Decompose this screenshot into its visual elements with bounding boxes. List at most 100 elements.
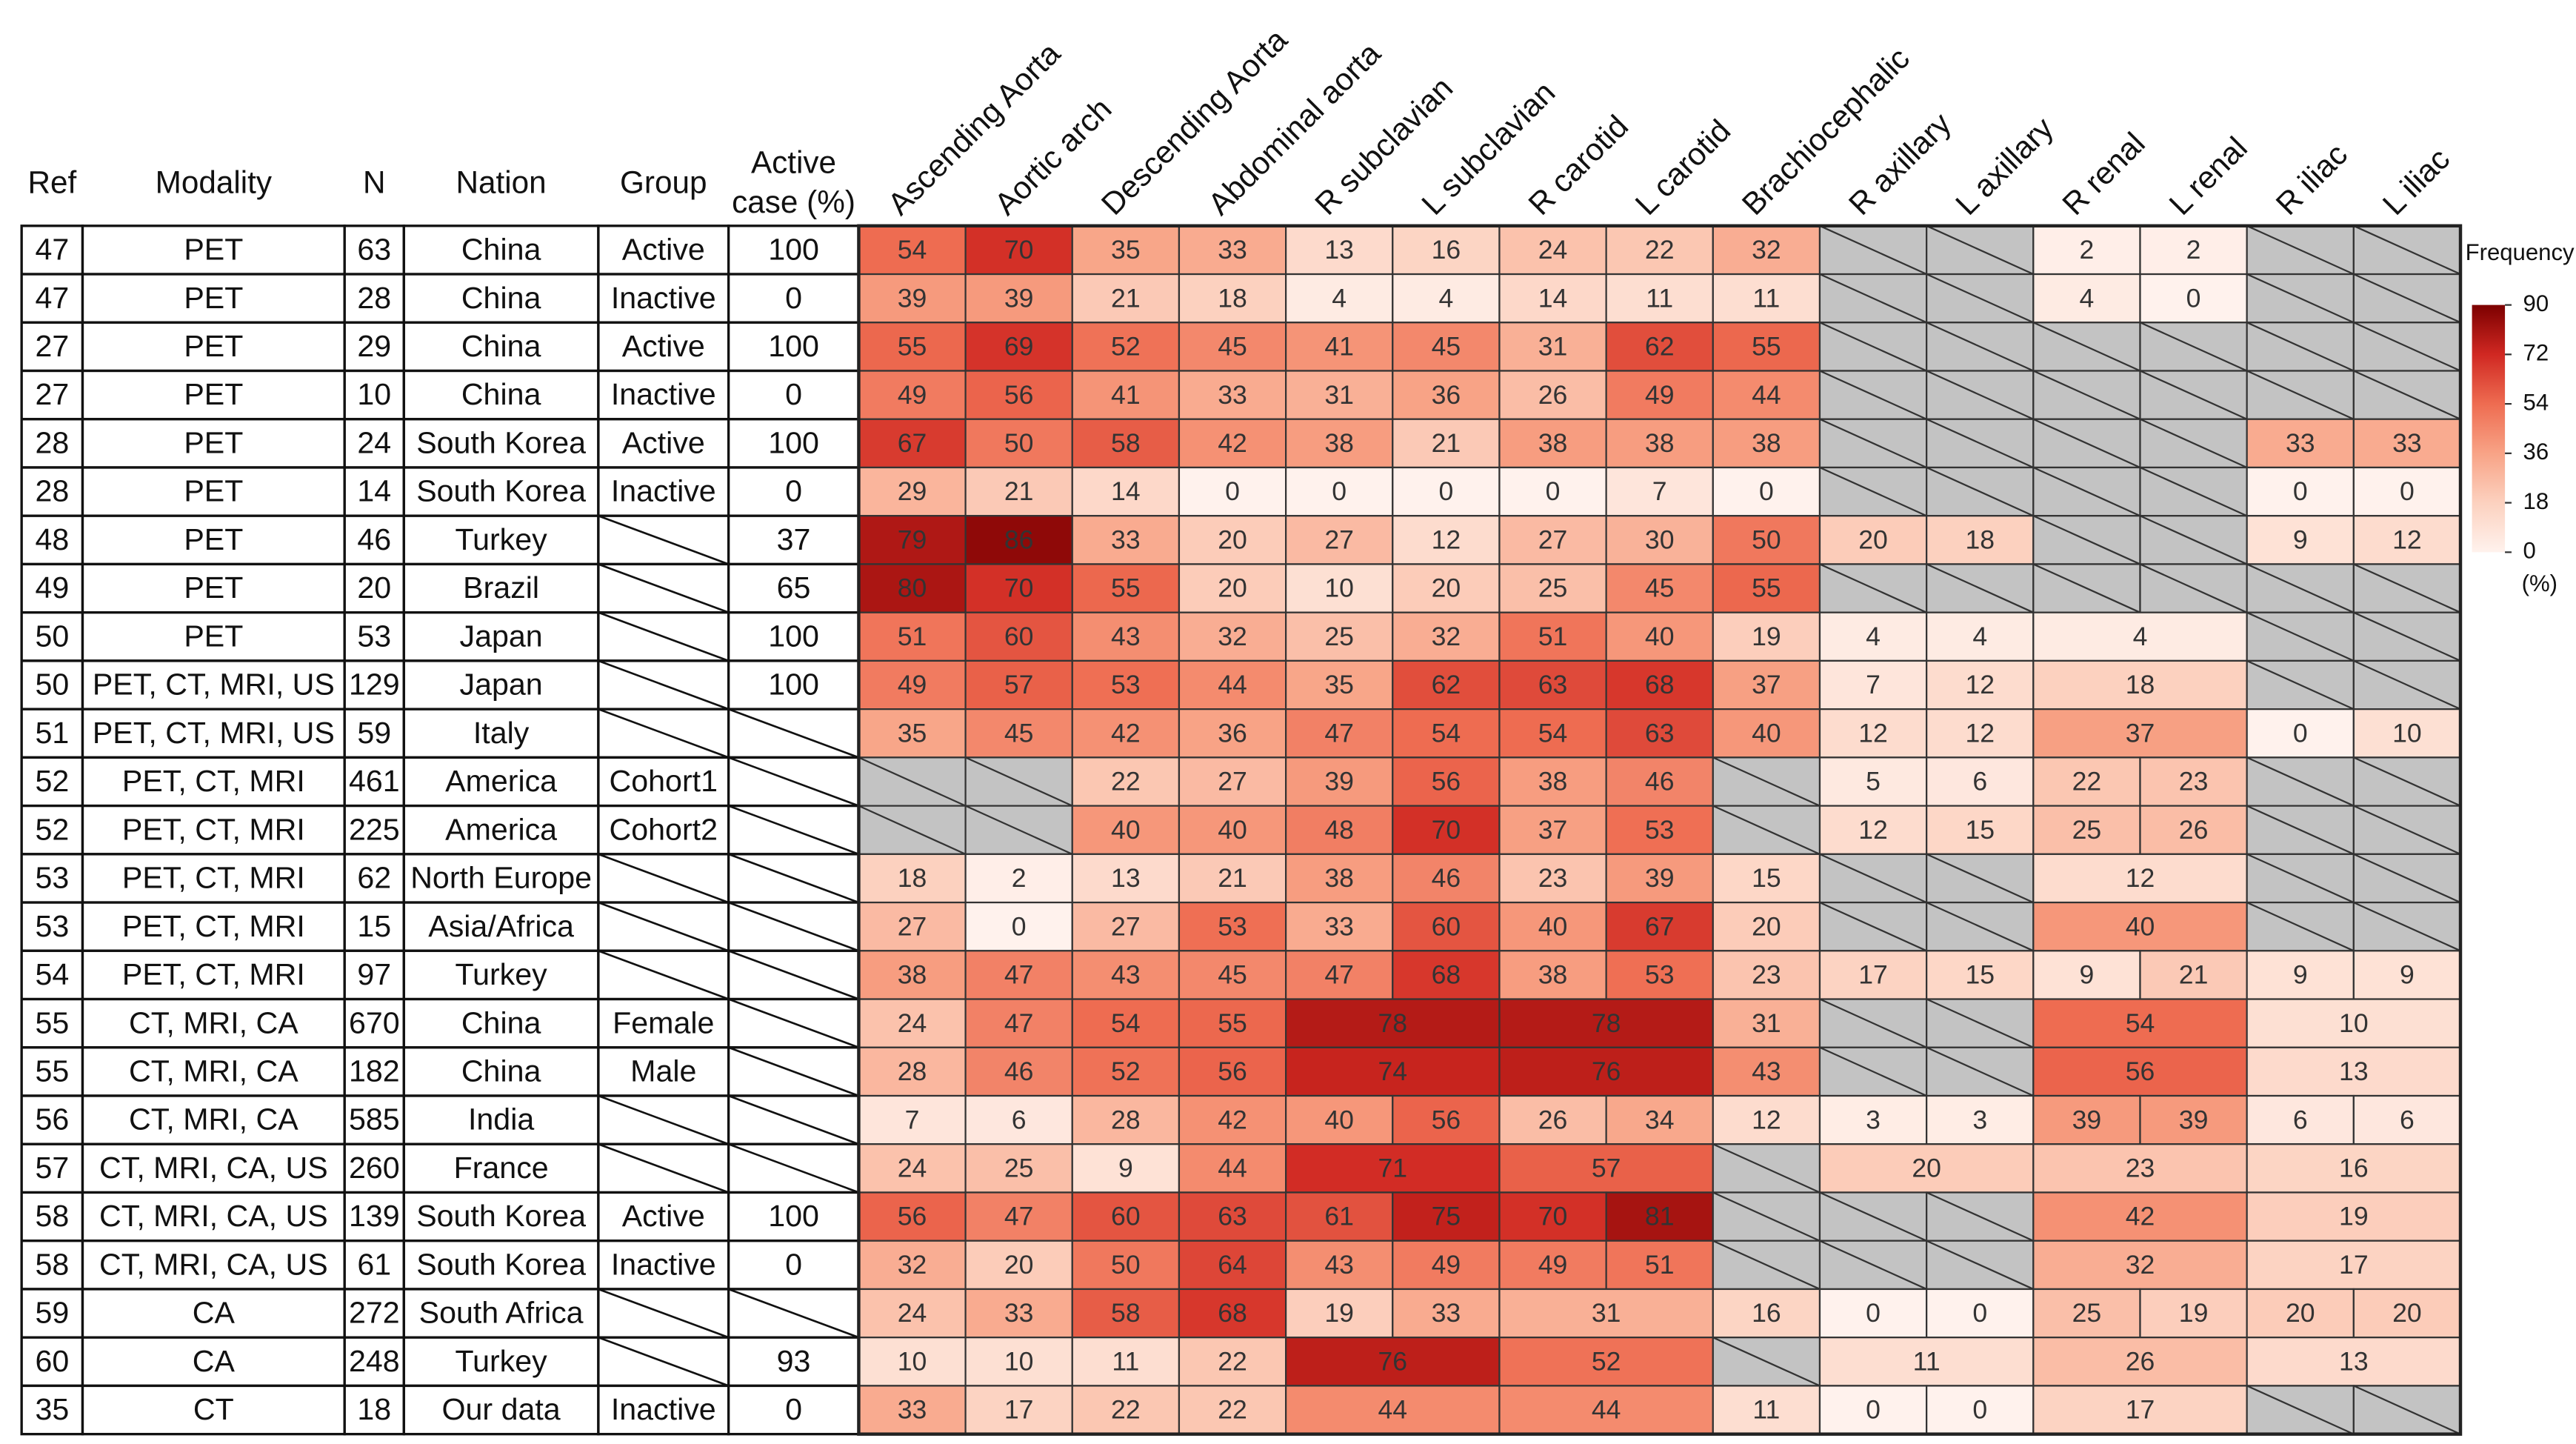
- heat-cell: [964, 659, 1073, 711]
- heat-value: 39: [2072, 1105, 2102, 1134]
- missing-cell-slash: [2032, 563, 2140, 613]
- heat-value: 75: [1432, 1202, 1461, 1231]
- heat-value: 46: [1645, 767, 1675, 796]
- heat-value: 67: [1645, 911, 1675, 941]
- heat-cell: [1284, 853, 1394, 904]
- heat-value: 22: [1111, 767, 1141, 796]
- heat-cell: [2032, 273, 2141, 324]
- cell-text: China: [461, 377, 541, 411]
- cell: [402, 1046, 600, 1097]
- empty-cell-slash: [728, 950, 859, 1000]
- heat-value: 52: [1592, 1346, 1621, 1376]
- heat-cell: [2032, 1385, 2248, 1435]
- heat-cell: [2246, 1240, 2462, 1291]
- cell-text: 97: [357, 957, 391, 991]
- heat-value: 49: [1538, 1250, 1568, 1280]
- heat-value: 12: [2392, 525, 2422, 554]
- heat-value: 33: [1432, 1298, 1461, 1328]
- heat-value: 38: [898, 960, 927, 990]
- heat-value: 27: [1324, 525, 1354, 554]
- heat-value: 32: [898, 1250, 927, 1280]
- heat-cell: [964, 1094, 1073, 1145]
- heat-value: 5: [1866, 767, 1881, 796]
- heat-cell: [964, 563, 1073, 613]
- heat-value: 10: [1004, 1346, 1034, 1376]
- column-header: Active: [751, 145, 836, 180]
- heat-cell: [1178, 1094, 1287, 1145]
- cell: [20, 756, 84, 808]
- heat-value: 51: [898, 622, 927, 651]
- heat-value: 38: [1645, 428, 1675, 458]
- heat-value: 20: [2392, 1298, 2422, 1328]
- heat-cell: [1818, 611, 1928, 662]
- heat-value: 50: [1111, 1250, 1141, 1280]
- heat-cell: [2246, 998, 2462, 1048]
- cell-text: 55: [35, 1005, 69, 1039]
- heat-cell: [1392, 466, 1501, 517]
- cell-text: 139: [349, 1199, 400, 1233]
- heat-cell: [964, 853, 1073, 904]
- heat-value: 43: [1111, 622, 1141, 651]
- cell-text: 225: [349, 812, 400, 846]
- cell-text: 52: [35, 812, 69, 846]
- heat-value: 58: [1111, 428, 1141, 458]
- heat-cell: [2352, 1094, 2462, 1145]
- cell: [597, 418, 730, 469]
- heat-cell: [1392, 1094, 1501, 1145]
- heat-cell: [1605, 466, 1714, 517]
- cell-text: 56: [35, 1102, 69, 1137]
- heat-cell: [858, 1046, 967, 1097]
- heat-value: 31: [1752, 1008, 1781, 1038]
- heat-value: 25: [2072, 815, 2102, 845]
- heat-value: 38: [1324, 863, 1354, 893]
- heat-cell: [1178, 418, 1287, 469]
- cell-text: Cohort2: [610, 812, 718, 846]
- missing-cell-slash: [2140, 515, 2248, 565]
- cell: [81, 1384, 346, 1436]
- heat-cell: [1712, 1385, 1821, 1435]
- heat-cell: [1178, 853, 1287, 904]
- heat-value: 52: [1111, 332, 1141, 362]
- heat-cell: [1284, 1094, 1394, 1145]
- heat-cell: [2032, 1337, 2248, 1387]
- cell-text: Brazil: [463, 570, 539, 605]
- empty-cell-slash: [598, 1094, 730, 1145]
- heat-cell: [964, 1191, 1073, 1242]
- heat-value: 68: [1432, 960, 1461, 990]
- heat-cell: [1392, 1191, 1501, 1242]
- heat-value: 12: [1432, 525, 1461, 554]
- missing-cell-slash: [1819, 370, 1927, 420]
- heat-cell: [1284, 1240, 1394, 1291]
- empty-cell-slash: [598, 1336, 730, 1387]
- heat-cell: [1712, 515, 1821, 565]
- heat-value: 21: [1432, 428, 1461, 458]
- cell: [597, 756, 730, 808]
- cell-text: 0: [785, 474, 802, 508]
- heat-value: 36: [1218, 718, 1247, 748]
- heat-value: 0: [2400, 476, 2415, 506]
- heat-value: 38: [1752, 428, 1781, 458]
- missing-cell-slash: [2246, 273, 2355, 324]
- heat-value: 10: [898, 1346, 927, 1376]
- heat-value: 56: [1218, 1057, 1247, 1086]
- heat-cell: [1498, 1337, 1714, 1387]
- heat-value: 18: [898, 863, 927, 893]
- heat-value: 2: [1012, 863, 1027, 893]
- heat-value: 21: [1111, 283, 1141, 313]
- heat-value: 19: [2179, 1298, 2209, 1328]
- heat-value: 2: [2186, 235, 2201, 264]
- heat-cell: [2246, 1094, 2355, 1145]
- heat-cell: [1926, 1094, 2035, 1145]
- heat-cell: [1498, 418, 1607, 469]
- missing-cell-slash: [2246, 659, 2355, 711]
- missing-cell-slash: [1926, 466, 2034, 517]
- heat-value: 34: [1645, 1105, 1675, 1134]
- column-header: Nation: [456, 164, 547, 199]
- missing-cell-slash: [1712, 756, 1821, 807]
- heat-cell: [858, 708, 967, 759]
- heat-cell: [1071, 515, 1181, 565]
- missing-cell-slash: [2353, 370, 2461, 420]
- heat-cell: [2139, 950, 2248, 1000]
- missing-cell-slash: [2246, 756, 2355, 807]
- heat-cell: [1071, 805, 1181, 855]
